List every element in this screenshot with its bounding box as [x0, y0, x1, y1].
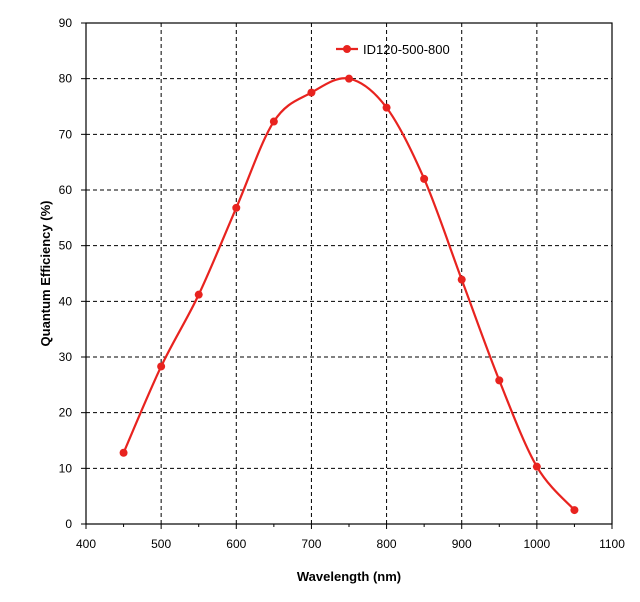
- y-tick-label: 10: [59, 461, 73, 475]
- y-axis-title: Quantum Efficiency (%): [38, 201, 53, 347]
- x-tick-label: 700: [301, 537, 321, 551]
- x-tick-label: 600: [226, 537, 246, 551]
- x-tick-label: 400: [76, 537, 96, 551]
- data-point: [345, 74, 353, 83]
- x-tick-label: 1000: [524, 537, 551, 551]
- x-tick-label: 500: [151, 537, 171, 551]
- x-tick-label: 900: [452, 537, 472, 551]
- legend-label: ID120-500-800: [363, 42, 450, 57]
- legend-marker: [343, 45, 351, 53]
- y-tick-label: 20: [59, 406, 73, 420]
- data-point: [232, 203, 241, 212]
- data-point: [457, 275, 466, 284]
- x-axis-title: Wavelength (nm): [297, 569, 401, 584]
- axis-ticks: 400 500 600 700 800 900 1000 1100 0 10 20 30 40 50 60 7…: [59, 16, 626, 551]
- series-layer: [119, 74, 579, 515]
- data-point: [570, 506, 579, 515]
- grid-lines: [86, 23, 612, 524]
- y-tick-label: 90: [59, 16, 73, 30]
- legend: ID120-500-800: [336, 42, 450, 57]
- data-point: [157, 362, 166, 371]
- data-point: [119, 448, 128, 457]
- y-tick-label: 80: [59, 72, 73, 86]
- y-tick-label: 40: [59, 294, 73, 308]
- data-point: [382, 103, 391, 112]
- y-tick-label: 60: [59, 183, 73, 197]
- y-tick-label: 70: [59, 127, 73, 141]
- data-point: [495, 376, 504, 385]
- y-tick-label: 0: [65, 517, 72, 531]
- data-point: [420, 174, 429, 183]
- x-tick-label: 1100: [599, 537, 625, 551]
- y-tick-label: 50: [59, 239, 73, 253]
- data-point: [269, 117, 278, 126]
- data-point: [307, 88, 316, 97]
- x-tick-label: 800: [377, 537, 397, 551]
- y-tick-label: 30: [59, 350, 73, 364]
- data-point: [194, 290, 203, 299]
- data-point: [532, 462, 541, 471]
